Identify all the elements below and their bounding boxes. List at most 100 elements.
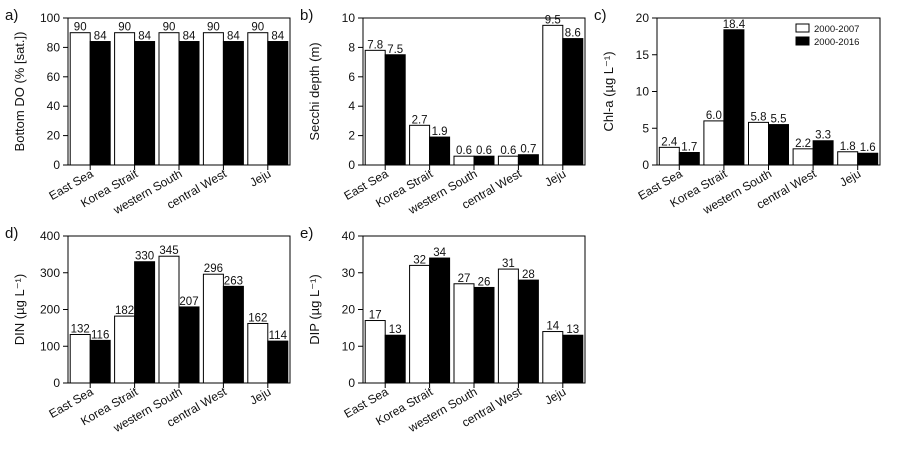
data-label: 0.7 xyxy=(520,144,536,156)
data-label: 1.9 xyxy=(432,126,448,138)
y-tick-label: 0 xyxy=(53,376,60,390)
data-label: 263 xyxy=(224,275,243,287)
data-label: 14 xyxy=(546,321,559,333)
data-label: 132 xyxy=(71,323,90,335)
data-label: 28 xyxy=(522,269,535,281)
bar-2000-2007 xyxy=(247,32,269,166)
data-label: 2.2 xyxy=(795,138,811,150)
panel-letter: b) xyxy=(300,7,313,24)
data-label: 84 xyxy=(183,31,196,43)
bar-2000-2007 xyxy=(542,24,564,166)
y-tick-label: 2 xyxy=(348,129,355,143)
y-tick-label: 20 xyxy=(342,303,356,317)
y-tick-label: 20 xyxy=(47,129,61,143)
data-label: 6.0 xyxy=(706,110,722,122)
bar-2000-2007 xyxy=(497,155,519,166)
x-tick-label: Jeju xyxy=(247,384,273,407)
data-label: 27 xyxy=(458,273,471,285)
y-tick-label: 15 xyxy=(636,48,650,62)
data-label: 18.4 xyxy=(723,19,746,31)
y-tick-label: 200 xyxy=(40,303,60,317)
y-tick-label: 8 xyxy=(348,40,355,54)
data-label: 5.8 xyxy=(751,111,767,123)
bar-2000-2007 xyxy=(792,148,814,166)
data-label: 90 xyxy=(207,22,220,34)
bar-2000-2007 xyxy=(202,273,224,384)
data-label: 0.6 xyxy=(476,145,492,157)
bar-2000-2016 xyxy=(857,152,879,166)
bar-2000-2016 xyxy=(429,257,451,384)
y-tick-label: 100 xyxy=(40,11,60,25)
data-label: 162 xyxy=(248,312,267,324)
bar-2000-2007 xyxy=(364,49,386,166)
bar-2000-2007 xyxy=(542,331,564,384)
bar-2000-2016 xyxy=(562,38,584,166)
y-axis-label: Secchi depth (m) xyxy=(307,42,322,140)
bar-2000-2007 xyxy=(453,155,475,166)
bar-2000-2007 xyxy=(658,146,680,166)
y-tick-label: 10 xyxy=(636,85,650,99)
y-axis-label: Chl-a (µg L⁻¹) xyxy=(601,51,616,131)
bar-2000-2007 xyxy=(409,124,431,166)
data-label: 1.6 xyxy=(860,142,876,154)
data-label: 31 xyxy=(502,258,515,270)
y-tick-label: 60 xyxy=(47,70,61,84)
panel-letter: a) xyxy=(5,7,18,24)
data-label: 2.7 xyxy=(412,114,428,126)
x-tick-label: Jeju xyxy=(837,166,863,189)
panel-letter: c) xyxy=(594,7,607,24)
bar-2000-2016 xyxy=(89,339,111,384)
bar-2000-2016 xyxy=(178,306,200,384)
bar-2000-2007 xyxy=(69,333,91,384)
data-label: 90 xyxy=(163,22,176,34)
data-label: 84 xyxy=(94,31,107,43)
data-label: 90 xyxy=(74,22,87,34)
data-label: 345 xyxy=(159,245,178,257)
bar-2000-2007 xyxy=(158,255,180,384)
y-tick-label: 400 xyxy=(40,229,60,243)
x-tick-label: Jeju xyxy=(542,384,568,407)
bar-2000-2016 xyxy=(89,41,111,166)
y-tick-label: 300 xyxy=(40,266,60,280)
y-tick-label: 0 xyxy=(348,158,355,172)
y-axis-label: DIN (µg L⁻¹) xyxy=(12,274,27,345)
bar-2000-2007 xyxy=(158,32,180,166)
bar-2000-2016 xyxy=(768,124,789,166)
data-label: 84 xyxy=(138,31,151,43)
bar-2000-2016 xyxy=(517,154,539,166)
data-label: 84 xyxy=(271,31,284,43)
y-tick-label: 5 xyxy=(642,121,649,135)
bar-2000-2016 xyxy=(267,41,289,166)
legend-label: 2000-2016 xyxy=(814,37,859,48)
bar-2000-2007 xyxy=(114,315,136,384)
data-label: 5.5 xyxy=(771,114,787,126)
y-tick-label: 0 xyxy=(348,376,355,390)
bar-2000-2016 xyxy=(384,54,406,166)
data-label: 7.8 xyxy=(367,39,383,51)
data-label: 17 xyxy=(369,310,382,322)
data-label: 32 xyxy=(413,254,426,266)
panel-letter: e) xyxy=(300,225,313,242)
data-label: 182 xyxy=(115,305,134,317)
y-tick-label: 40 xyxy=(47,99,61,113)
data-label: 90 xyxy=(251,22,264,34)
data-label: 296 xyxy=(204,263,223,275)
data-label: 84 xyxy=(227,31,240,43)
data-label: 8.6 xyxy=(565,28,581,40)
data-label: 0.6 xyxy=(456,145,472,157)
bar-2000-2016 xyxy=(178,41,200,166)
panel-letter: d) xyxy=(5,225,18,242)
data-label: 34 xyxy=(433,247,446,259)
data-label: 1.8 xyxy=(840,141,856,153)
data-label: 9.5 xyxy=(545,14,561,26)
bar-2000-2007 xyxy=(703,120,725,166)
bar-2000-2007 xyxy=(202,32,224,166)
bar-2000-2007 xyxy=(497,268,519,384)
bar-2000-2007 xyxy=(837,151,859,166)
bar-2000-2016 xyxy=(134,41,156,166)
bar-2000-2007 xyxy=(409,264,431,384)
data-label: 116 xyxy=(91,329,109,341)
